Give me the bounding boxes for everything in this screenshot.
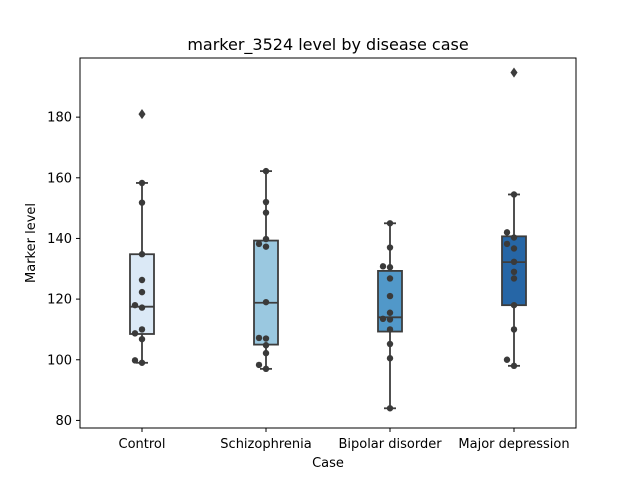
data-point-control	[138, 359, 146, 366]
data-point-major-depression	[510, 301, 518, 309]
data-point-schizophrenia	[262, 209, 270, 216]
chart-title: marker_3524 level by disease case	[187, 35, 468, 55]
x-tick-label-schizophrenia: Schizophrenia	[220, 437, 311, 452]
data-point-bipolar-disorder	[386, 264, 394, 271]
data-point-major-depression	[503, 356, 511, 363]
data-point-control	[138, 199, 146, 206]
data-point-major-depression	[510, 275, 518, 282]
data-point-control	[138, 276, 146, 284]
data-point-major-depression	[510, 268, 518, 276]
outlier-control	[138, 109, 146, 120]
points-layer	[131, 167, 518, 412]
y-tick-label-160: 160	[47, 171, 72, 186]
data-point-bipolar-disorder	[386, 316, 394, 323]
x-tick-label-control: Control	[119, 437, 166, 452]
y-tick-label-180: 180	[47, 111, 72, 126]
box-schizophrenia	[253, 239, 279, 346]
data-point-control	[138, 288, 146, 296]
data-point-control	[131, 301, 139, 309]
data-point-bipolar-disorder	[386, 244, 394, 251]
data-point-schizophrenia	[262, 167, 270, 175]
x-axis: Control Schizophrenia Bipolar disorder Majo…	[119, 428, 570, 452]
data-point-schizophrenia	[262, 235, 270, 243]
data-point-schizophrenia	[262, 349, 270, 357]
data-point-bipolar-disorder	[379, 263, 387, 270]
data-point-schizophrenia	[262, 342, 270, 349]
plot-frame	[79, 57, 577, 429]
data-point-schizophrenia	[262, 365, 270, 373]
data-point-control	[138, 179, 146, 187]
data-point-major-depression	[510, 362, 518, 370]
data-point-bipolar-disorder	[386, 309, 394, 316]
data-point-major-depression	[503, 229, 511, 236]
x-axis-label: Case	[312, 456, 344, 471]
data-point-bipolar-disorder	[386, 275, 394, 282]
y-axis-label: Marker level	[24, 203, 39, 283]
outlier-major-depression	[510, 67, 518, 78]
data-point-schizophrenia	[262, 243, 270, 250]
y-tick-label-80: 80	[55, 414, 72, 429]
data-point-bipolar-disorder	[386, 220, 394, 227]
data-point-bipolar-disorder	[386, 326, 394, 333]
data-point-bipolar-disorder	[386, 355, 394, 362]
data-point-bipolar-disorder	[386, 405, 394, 412]
data-point-bipolar-disorder	[386, 292, 394, 300]
data-point-major-depression	[503, 240, 511, 248]
data-point-schizophrenia	[255, 240, 263, 248]
data-point-major-depression	[510, 258, 518, 266]
y-axis: 80 100 120 140 160 180	[47, 111, 80, 429]
data-point-schizophrenia	[262, 298, 270, 306]
data-point-major-depression	[510, 245, 518, 252]
data-point-control	[138, 304, 146, 311]
data-point-schizophrenia	[255, 334, 263, 342]
data-point-major-depression	[510, 191, 518, 198]
data-point-control	[138, 335, 146, 343]
y-tick-label-120: 120	[47, 293, 72, 308]
data-point-bipolar-disorder	[379, 315, 387, 323]
data-point-schizophrenia	[262, 335, 270, 342]
data-point-control	[138, 251, 146, 258]
x-tick-label-major-depression: Major depression	[458, 437, 569, 452]
data-point-control	[131, 357, 139, 364]
data-point-control	[131, 330, 139, 337]
data-point-bipolar-disorder	[386, 340, 394, 348]
data-point-major-depression	[510, 326, 518, 333]
x-tick-label-bipolar-disorder: Bipolar disorder	[338, 437, 442, 452]
y-tick-label-140: 140	[47, 232, 72, 247]
data-point-schizophrenia	[255, 361, 263, 369]
data-point-schizophrenia	[262, 198, 270, 206]
data-point-control	[138, 326, 146, 333]
y-tick-label-100: 100	[47, 353, 72, 368]
data-point-major-depression	[510, 234, 518, 241]
